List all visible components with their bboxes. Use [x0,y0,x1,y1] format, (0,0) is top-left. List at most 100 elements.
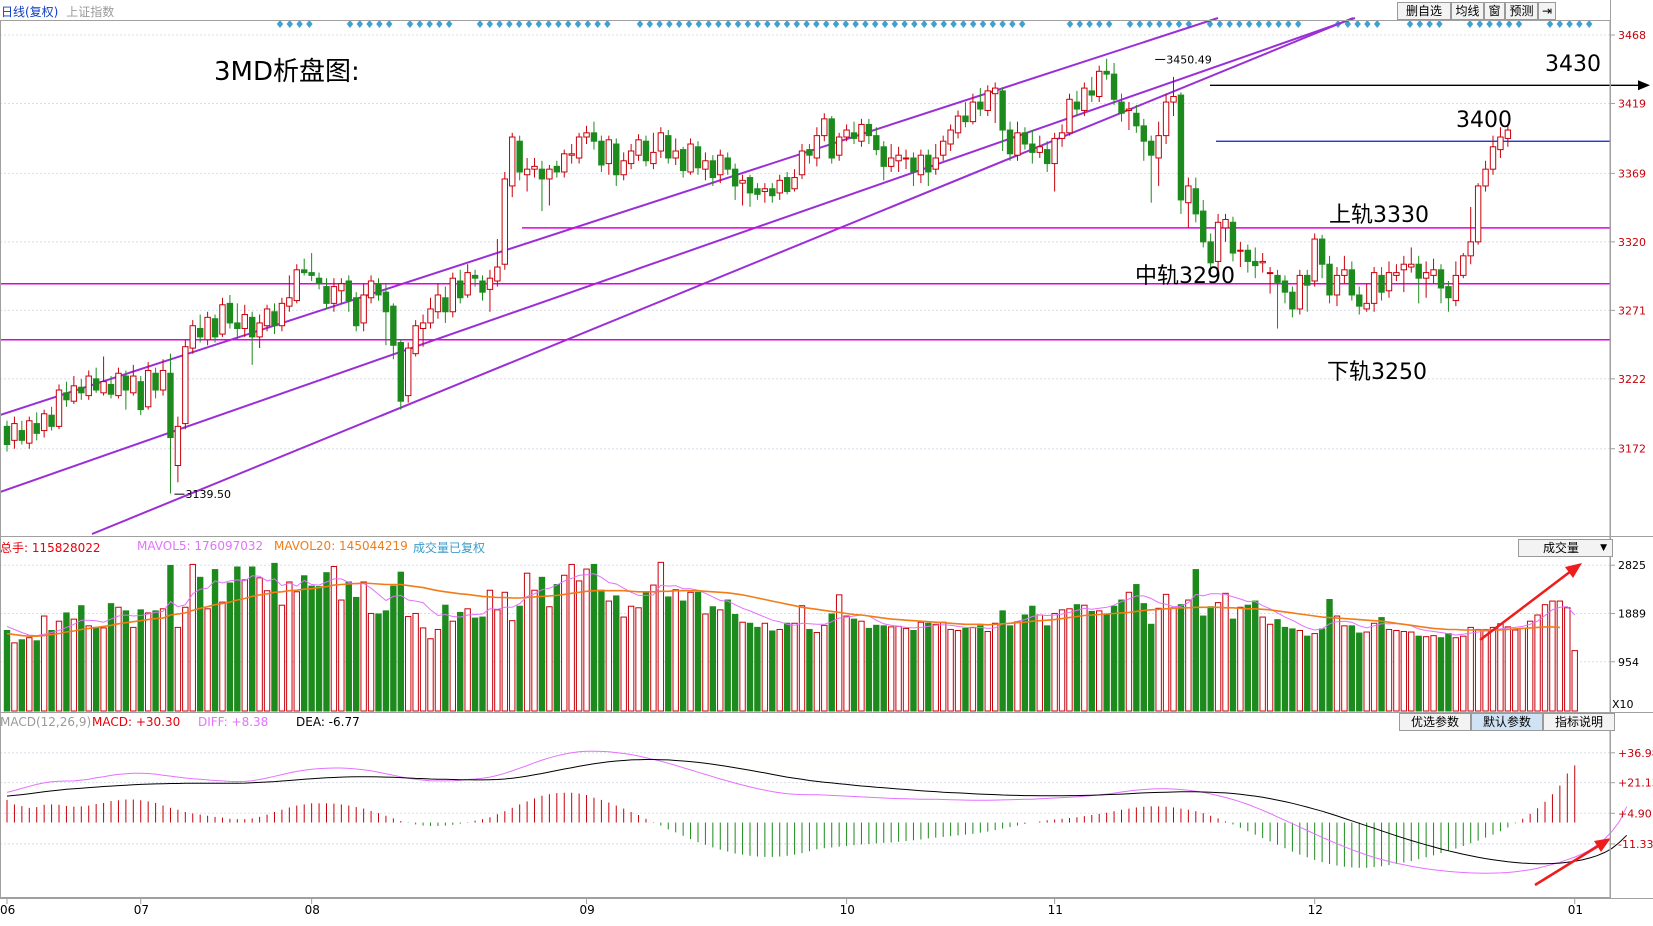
volume-bar [523,572,531,712]
candle-body [665,135,672,159]
candle-body [739,179,746,184]
candle [724,152,731,175]
price-tick-label: 3172 [1618,443,1646,456]
candle-body [553,165,561,173]
signal-diamond [366,20,373,28]
volume-bar [1244,604,1252,712]
signal-diamond [734,20,742,28]
candle-body [330,286,338,304]
candle [48,406,55,431]
signal-diamond [1416,20,1423,28]
candle-body [1437,269,1445,289]
signal-diamond [1019,20,1026,28]
volume-bar [107,603,115,712]
volume-bar [850,618,858,712]
candle [1363,283,1370,312]
candle [1385,261,1393,298]
window-button[interactable]: 窗 [1484,2,1505,20]
volume-tick-label: 954 [1618,656,1639,669]
signal-diamond [1136,20,1143,28]
volume-bar [457,611,464,712]
candle-body [1103,70,1110,75]
candle [1430,258,1437,284]
candle [1304,269,1311,312]
volume-bar [1081,604,1088,712]
candle [672,138,679,165]
volume-bar [553,584,561,712]
candle [1029,130,1036,164]
delete-watchlist-button[interactable]: 删自选 [1397,2,1451,20]
volume-bar [538,576,546,712]
moving-average-button[interactable]: 均线 [1451,2,1484,20]
candle-body [1408,263,1415,268]
candle [991,82,999,124]
volume-bar [717,609,724,712]
volume-bar [1474,628,1482,712]
candle [776,174,783,200]
signal-diamond [386,20,393,28]
x-tick-label: 07 [134,903,149,917]
volume-bar [702,613,709,712]
candle-body [999,90,1006,131]
candle [605,135,613,175]
volume-bar [18,639,26,712]
candle-body [962,115,969,123]
candle-body [791,177,798,190]
collapse-button[interactable]: ⇥ [1538,2,1556,20]
candle [731,163,739,200]
candle [345,275,352,312]
signal-diamond [446,20,453,28]
candle-body [196,328,204,338]
candle [1370,267,1378,312]
volume-bar [479,616,486,712]
signal-diamond [950,20,957,28]
volume-bar [531,589,538,712]
tab-default-params[interactable]: 默认参数 [1471,713,1543,731]
signal-diamond [535,20,542,28]
candle-body [219,304,226,335]
forecast-button[interactable]: 预测 [1505,2,1538,20]
candle [1192,177,1199,223]
candle [152,367,159,399]
price-tick-label: 3369 [1618,167,1646,180]
candle-body [947,129,954,145]
tab-indicator-help[interactable]: 指标说明 [1543,713,1615,731]
tab-preferred-params[interactable]: 优选参数 [1399,713,1471,731]
candle-body [1460,255,1467,276]
mavol20-line [6,582,1560,638]
candle-body [969,101,977,123]
indicator-select[interactable]: 成交量 ▼ [1518,539,1613,557]
candle [412,320,419,357]
candle [709,155,717,186]
candle-body [130,375,137,394]
candle [397,339,404,410]
volume-bar [427,638,434,712]
candle [137,376,144,416]
candle-body [1422,272,1430,279]
candle-body [211,318,219,338]
candle [1073,90,1081,117]
candle [984,85,991,117]
candle-body [1200,210,1207,243]
macd-tick-label: +36.98 [1618,747,1653,760]
signal-diamond [565,20,572,28]
candle [1229,216,1237,262]
signal-diamond [276,20,284,28]
candle [806,144,813,164]
candle-body [798,150,806,176]
candle [575,132,583,164]
volume-bar [449,620,457,712]
candle [1311,233,1318,287]
candle-body [605,139,613,165]
candle [405,342,412,403]
signal-diamond [1076,20,1083,28]
price-tick-label: 3271 [1618,304,1646,317]
volume-bar [1356,632,1363,712]
volume-bar [1504,626,1512,712]
volume-bar [917,621,925,712]
candle-body [1014,132,1021,156]
candle-body [1185,185,1192,204]
candle [1044,141,1051,172]
signal-diamond [891,20,898,28]
signal-diamond [636,20,644,28]
